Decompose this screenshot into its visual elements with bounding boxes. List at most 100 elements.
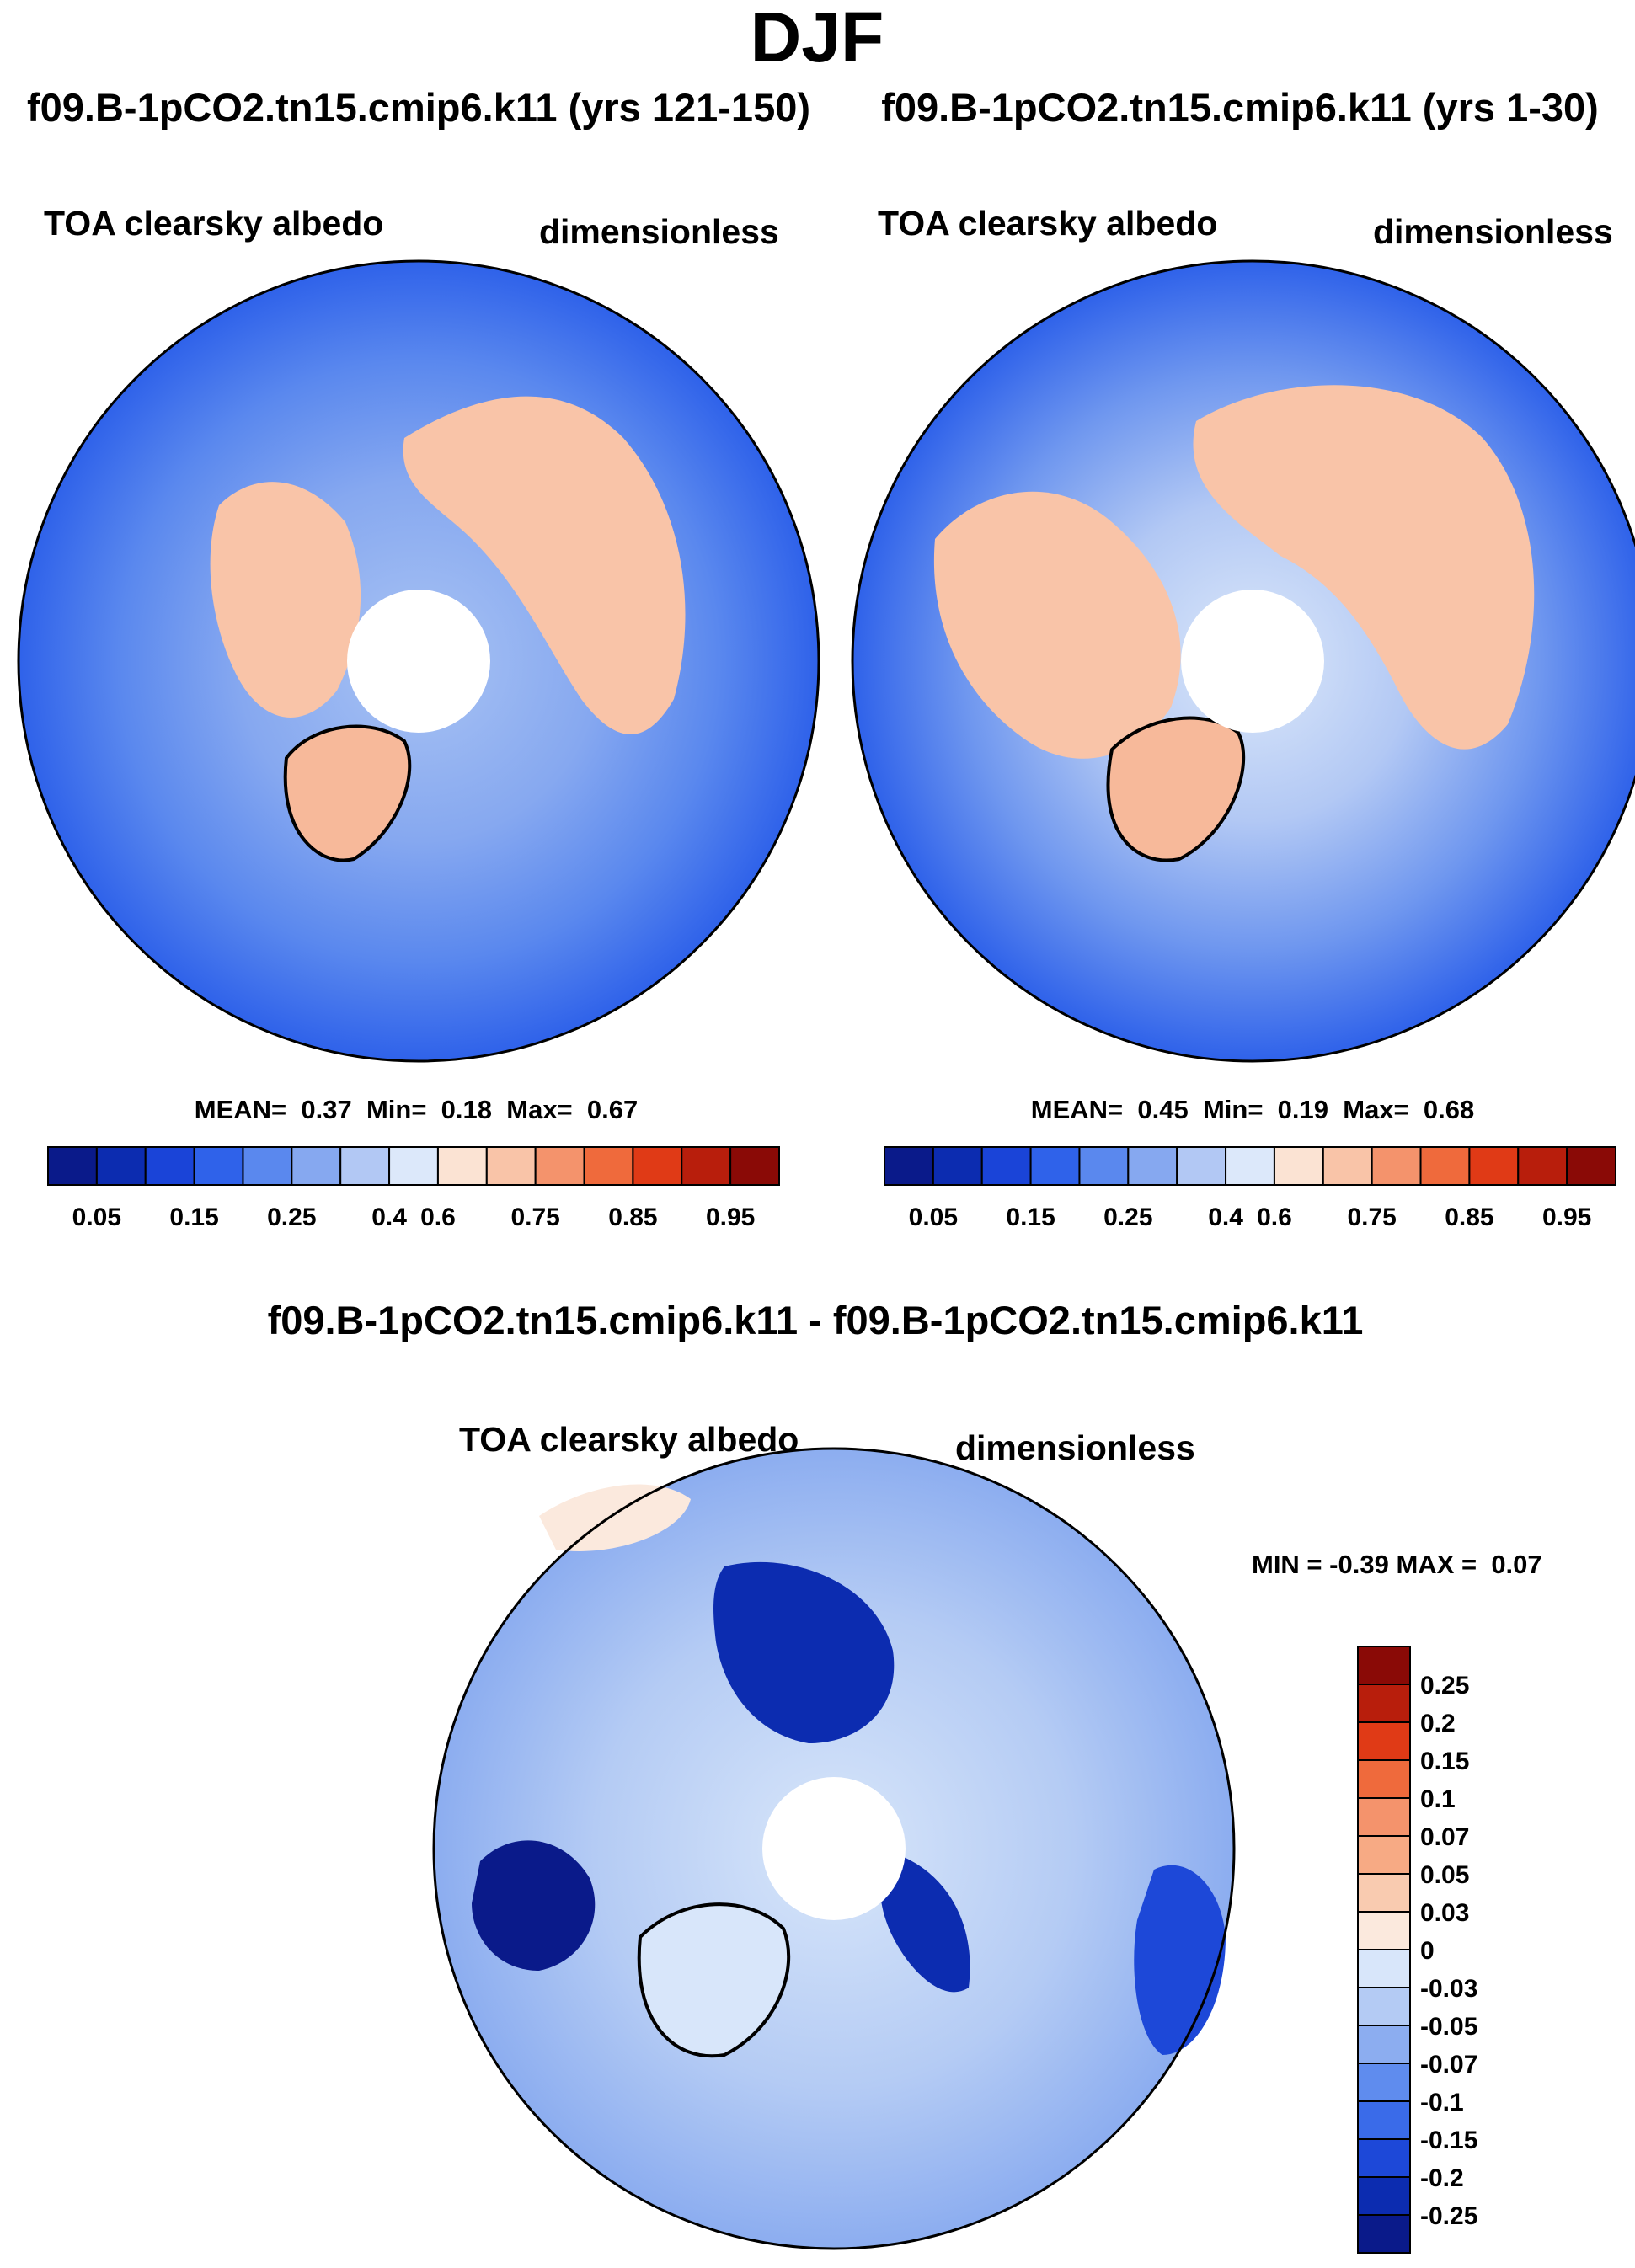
panel3-colorbar-swatch xyxy=(1357,2025,1411,2064)
panel3-min-label: MIN = xyxy=(1252,1550,1322,1579)
panel3-colorbar-tick-label: -0.05 xyxy=(1420,2013,1477,2041)
panel1-colorbar-tick-label: 0.95 xyxy=(706,1203,755,1231)
panel1-mean-value: 0.37 xyxy=(301,1095,352,1124)
panel3-colorbar-tick-label: 0.05 xyxy=(1420,1861,1469,1889)
panel3-title: f09.B-1pCO2.tn15.cmip6.k11 - f09.B-1pCO2… xyxy=(267,1298,1364,1342)
panel1-units-label: dimensionless xyxy=(539,212,779,251)
panel3-colorbar-tick-label: 0.25 xyxy=(1420,1672,1469,1700)
panel2-colorbar-swatch xyxy=(1127,1146,1178,1186)
panel2-colorbar-tick-label: 0.05 xyxy=(909,1203,958,1231)
panel2-colorbar-swatch xyxy=(1322,1146,1373,1186)
panel1-colorbar-swatch xyxy=(388,1146,439,1186)
panel3-pole-hole xyxy=(762,1777,906,1920)
panel1-colorbar-swatch xyxy=(485,1146,537,1186)
panel3-colorbar-tick-label: -0.25 xyxy=(1420,2202,1477,2230)
panel1-mean-label: MEAN= xyxy=(194,1095,287,1124)
panel1-colorbar-swatch xyxy=(339,1146,391,1186)
panel2-variable-label: TOA clearsky albedo xyxy=(878,204,1218,243)
panel3-colorbar-swatch xyxy=(1357,1797,1411,1837)
panel1-variable-label: TOA clearsky albedo xyxy=(44,204,384,243)
panel1-america-high-albedo xyxy=(210,482,361,718)
panel3-colorbar-swatch xyxy=(1357,2100,1411,2140)
panel3-variable-label: TOA clearsky albedo xyxy=(459,1420,799,1459)
panel1-max-label: Max= xyxy=(506,1095,573,1124)
panel3-colorbar-tick-label: 0.1 xyxy=(1420,1785,1456,1813)
panel1-colorbar-swatch xyxy=(242,1146,293,1186)
panel3-colorbar-swatch xyxy=(1357,1987,1411,2026)
panel1-colorbar-tick-label: 0.4 xyxy=(371,1203,407,1231)
panel2-colorbar-swatch xyxy=(980,1146,1032,1186)
panel1-max-value: 0.67 xyxy=(586,1095,639,1124)
panel3-max-value: 0.07 xyxy=(1491,1550,1542,1579)
panel1-colorbar-swatch xyxy=(632,1146,683,1186)
panel1-colorbar-swatch xyxy=(193,1146,244,1186)
panel2-colorbar-tick-label: 0.6 xyxy=(1257,1203,1292,1231)
panel3-colorbar-swatch xyxy=(1357,1646,1411,1685)
panel2-mean-label: MEAN= xyxy=(1030,1095,1124,1124)
panel2-colorbar-tick-label: 0.15 xyxy=(1006,1203,1055,1231)
panel3-map xyxy=(432,1447,1236,2250)
panel2-colorbar-swatch xyxy=(1566,1146,1616,1186)
panel2-colorbar-tick-label: 0.25 xyxy=(1103,1203,1152,1231)
panel3-positive-patch xyxy=(539,1484,691,1551)
panel2-colorbar-swatch xyxy=(1468,1146,1520,1186)
panel2-colorbar-swatch xyxy=(1176,1146,1227,1186)
panel3-strong-negative-west xyxy=(472,1840,596,1971)
panel3-colorbar-swatch xyxy=(1357,1949,1411,1988)
panel2-stats: MEAN= 0.45 Min= 0.19 Max= 0.68 xyxy=(1031,1095,1475,1125)
panel2-colorbar-tick-label: 0.85 xyxy=(1445,1203,1493,1231)
panel2-colorbar-tick-label: 0.4 xyxy=(1208,1203,1243,1231)
panel1-colorbar-swatch xyxy=(729,1146,781,1186)
panel3-colorbar-swatch xyxy=(1357,2214,1411,2254)
panel3-colorbar-tick-label: 0.03 xyxy=(1420,1899,1469,1927)
panel3-colorbar-swatch xyxy=(1357,2063,1411,2102)
panel2-map xyxy=(851,259,1635,1063)
panel3-colorbar-tick-label: -0.07 xyxy=(1420,2051,1477,2079)
panel3-colorbar-swatch xyxy=(1357,1835,1411,1875)
panel1-colorbar-swatch xyxy=(95,1146,147,1186)
panel2-colorbar-swatch xyxy=(932,1146,983,1186)
panel3-max-label: MAX = xyxy=(1396,1550,1477,1579)
panel3-colorbar-swatch xyxy=(1357,1873,1411,1913)
panel2-colorbar: 0.05 0.15 0.25 0.4 0.6 0.75 0.85 0.95 xyxy=(884,1146,1616,1231)
panel3-greenland xyxy=(637,1902,791,2058)
panel1-title: f09.B-1pCO2.tn15.cmip6.k11 (yrs 121-150) xyxy=(26,85,811,130)
panel1-colorbar-tick-label: 0.15 xyxy=(169,1203,218,1231)
panel1-colorbar-swatch xyxy=(436,1146,488,1186)
panel2-pole-hole xyxy=(1181,590,1324,733)
panel1-colorbar-swatch xyxy=(681,1146,732,1186)
panel3-strong-negative-arc xyxy=(880,1853,970,1993)
panel2-colorbar-tick-label: 0.95 xyxy=(1542,1203,1591,1231)
panel1-colorbar-swatch xyxy=(583,1146,634,1186)
panel3-colorbar-tick-label: -0.03 xyxy=(1420,1975,1477,2003)
panel3-units-label: dimensionless xyxy=(955,1428,1195,1467)
panel3-strong-negative-north xyxy=(713,1561,895,1743)
panel3-colorbar-swatch xyxy=(1357,2138,1411,2178)
panel2-colorbar-swatch xyxy=(884,1146,934,1186)
panel3-min-value: -0.39 xyxy=(1329,1550,1389,1579)
panel1-colorbar-tick-label: 0.85 xyxy=(608,1203,657,1231)
panel1-map-border xyxy=(17,259,820,1063)
panel1-colorbar-tick-label: 0.05 xyxy=(72,1203,121,1231)
panel1-map xyxy=(17,259,820,1063)
panel3-colorbar-swatch xyxy=(1357,1911,1411,1950)
panel3-colorbar-tick-label: 0.07 xyxy=(1420,1823,1469,1851)
panel2-mean-value: 0.45 xyxy=(1137,1095,1189,1124)
panel3-colorbar-tick-label: 0 xyxy=(1420,1937,1435,1965)
panel2-min-value: 0.19 xyxy=(1277,1095,1329,1124)
panel3-colorbar-tick-label: 0.2 xyxy=(1420,1710,1456,1737)
panel1-colorbar-tick-label: 0.6 xyxy=(420,1203,456,1231)
panel3-colorbar-swatch xyxy=(1357,1759,1411,1799)
panel2-colorbar-swatch xyxy=(1371,1146,1422,1186)
panel2-max-value: 0.68 xyxy=(1423,1095,1475,1124)
panel3-strong-negative-east xyxy=(1134,1865,1226,2055)
panel2-america-high-albedo xyxy=(933,491,1181,759)
panel3-colorbar-tick-label: 0.15 xyxy=(1420,1748,1469,1775)
panel1-colorbar: 0.05 0.15 0.25 0.4 0.6 0.75 0.85 0.95 xyxy=(47,1146,781,1231)
panel2-colorbar-swatch xyxy=(1419,1146,1471,1186)
panel1-greenland xyxy=(283,724,412,862)
panel2-colorbar-swatch xyxy=(1078,1146,1130,1186)
panel1-min-value: 0.18 xyxy=(441,1095,493,1124)
panel1-colorbar-swatch xyxy=(534,1146,585,1186)
panel3-map-border xyxy=(432,1447,1236,2250)
